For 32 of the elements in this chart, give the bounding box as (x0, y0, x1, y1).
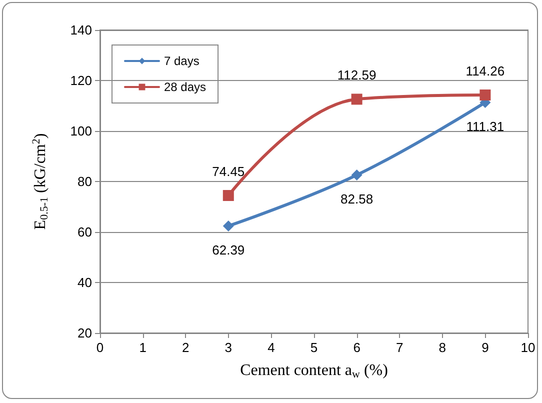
x-tick-label: 9 (482, 340, 489, 355)
data-label: 74.45 (212, 164, 245, 180)
x-tick-label: 3 (224, 340, 232, 355)
data-label: 62.39 (212, 242, 245, 258)
data-label: 112.59 (337, 68, 376, 83)
y-tick-label: 40 (78, 275, 92, 290)
y-tick-label: 100 (70, 124, 92, 138)
legend-label: 28 days (164, 80, 206, 94)
x-tick-label: 7 (396, 340, 404, 355)
y-tick-label: 20 (78, 326, 92, 340)
x-tick-label: 0 (96, 340, 104, 355)
x-tick-label: 1 (139, 340, 146, 355)
data-label: 82.58 (340, 191, 374, 206)
y-tick-label: 140 (70, 22, 92, 38)
x-tick-label: 6 (353, 340, 360, 355)
data-label: 111.31 (466, 118, 504, 134)
y-tick-label: 120 (70, 73, 92, 88)
x-tick-label: 4 (268, 340, 275, 355)
x-tick-label: 5 (310, 340, 318, 355)
data-label: 114.26 (466, 63, 505, 78)
point (351, 169, 362, 180)
y-tick-label: 80 (78, 174, 92, 189)
x-tick-label: 8 (438, 340, 446, 355)
x-tick-label: 2 (182, 340, 190, 355)
y-axis-title: E0.5-1 (kG/cm2) (30, 133, 50, 230)
y-tick-label: 60 (78, 224, 92, 240)
point (222, 190, 234, 202)
legend-label: 7 days (164, 54, 200, 68)
x-tick-label: 10 (520, 340, 536, 355)
point (351, 94, 362, 105)
point (480, 89, 491, 100)
point (222, 220, 234, 232)
